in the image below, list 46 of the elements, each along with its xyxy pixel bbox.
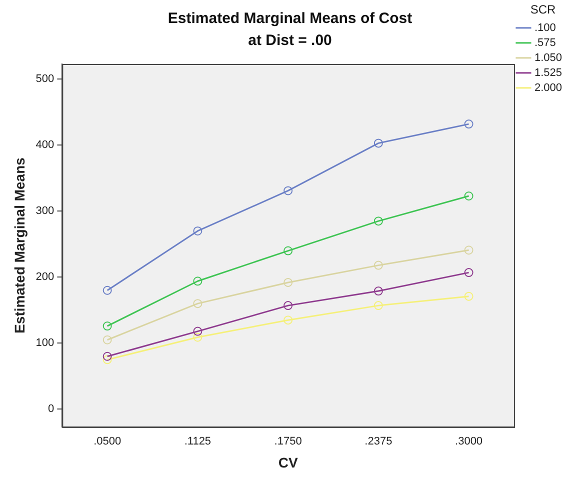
point (464, 268, 474, 278)
point (284, 186, 293, 196)
point (102, 335, 112, 344)
point (464, 292, 474, 301)
y-tick-label: 100 (36, 337, 54, 350)
point (193, 326, 202, 336)
point (374, 138, 383, 148)
point (374, 216, 383, 226)
y-tick-label: 200 (36, 271, 54, 284)
x-tick-label: .1750 (274, 436, 302, 448)
chart-subtitle: at Dist = .00 (248, 32, 332, 50)
point (102, 286, 112, 295)
point (193, 332, 202, 342)
y-tick-label: 300 (36, 205, 54, 218)
point (284, 301, 293, 310)
legend-label: 1.050 (534, 52, 562, 64)
y-axis-title: Estimated Marginal Means (11, 157, 28, 334)
x-tick-label: .1125 (184, 436, 212, 448)
point (374, 286, 383, 296)
point (464, 192, 474, 200)
point (102, 352, 112, 361)
chart-title: Estimated Marginal Means of Cost (168, 10, 412, 28)
y-tick-label: 0 (48, 403, 54, 416)
y-tick-label: 500 (36, 73, 54, 86)
point (284, 316, 293, 325)
point (464, 246, 474, 255)
point (102, 355, 112, 364)
point (193, 226, 202, 236)
legend-title: SCR (530, 2, 556, 16)
point (374, 260, 383, 270)
point (374, 301, 383, 310)
legend-label: .575 (534, 36, 556, 49)
x-tick-label: .2375 (364, 436, 392, 448)
x-tick-label: .0500 (94, 436, 122, 448)
point (102, 322, 112, 331)
legend-label: 2.000 (534, 82, 562, 94)
legend-label: 1.525 (534, 66, 562, 79)
point (464, 120, 474, 129)
y-tick-label: 400 (36, 139, 54, 152)
point (284, 278, 293, 287)
point (193, 299, 202, 308)
point (284, 246, 293, 256)
x-axis-title: CV (278, 454, 298, 470)
legend-label: .100 (534, 22, 556, 34)
point (193, 276, 202, 286)
x-tick-label: .3000 (455, 436, 483, 448)
